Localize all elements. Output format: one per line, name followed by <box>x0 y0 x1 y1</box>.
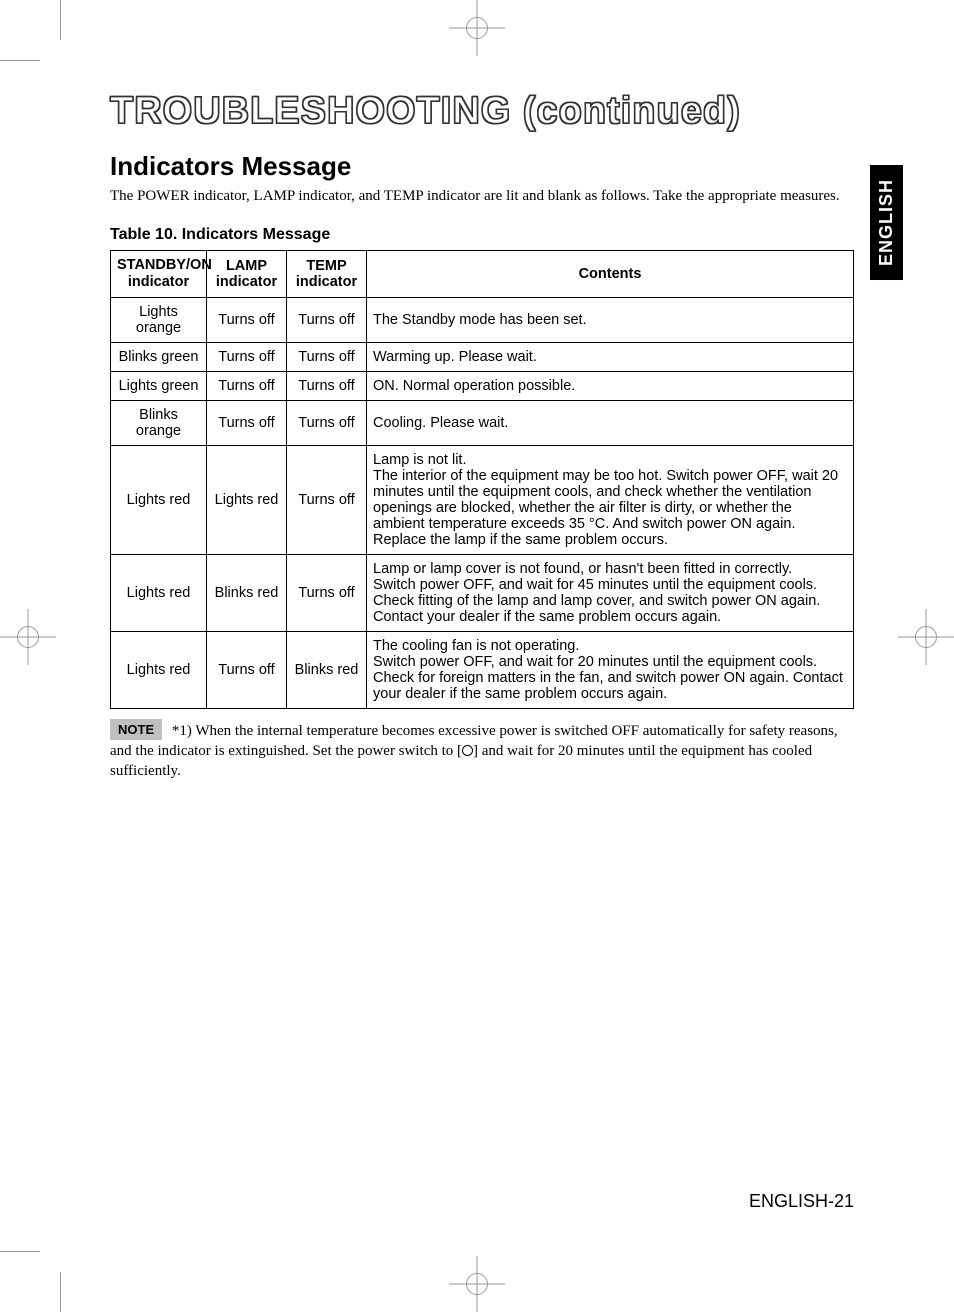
table-row: Lights redTurns offBlinks redThe cooling… <box>111 631 854 708</box>
cell-contents: Warming up. Please wait. <box>367 342 854 371</box>
cell-lamp: Turns off <box>207 371 287 400</box>
cell-standby: Lights red <box>111 445 207 554</box>
table-row: Lights orangeTurns offTurns offThe Stand… <box>111 297 854 342</box>
cell-temp: Turns off <box>287 445 367 554</box>
content-area: TROUBLESHOOTING (continued) Indicators M… <box>110 90 854 781</box>
note-badge: NOTE <box>110 719 162 741</box>
table-caption: Table 10. Indicators Message <box>110 226 854 244</box>
cell-lamp: Turns off <box>207 297 287 342</box>
cell-lamp: Turns off <box>207 631 287 708</box>
col-header-standby-l1: STANDBY/ON <box>117 257 212 273</box>
cell-contents: The cooling fan is not operating.Switch … <box>367 631 854 708</box>
cell-lamp: Turns off <box>207 400 287 445</box>
cell-standby: Lights orange <box>111 297 207 342</box>
page-title: TROUBLESHOOTING (continued) <box>110 90 854 133</box>
table-body: Lights orangeTurns offTurns offThe Stand… <box>111 297 854 708</box>
table-row: Lights redBlinks redTurns offLamp or lam… <box>111 554 854 631</box>
col-header-standby-l2: indicator <box>128 274 189 290</box>
language-tab: ENGLISH <box>870 165 903 280</box>
intro-text: The POWER indicator, LAMP indicator, and… <box>110 186 854 206</box>
col-header-contents: Contents <box>367 251 854 297</box>
cell-standby: Lights red <box>111 554 207 631</box>
table-header-row: STANDBY/ON indicator LAMP indicator TEMP… <box>111 251 854 297</box>
cell-contents: Lamp or lamp cover is not found, or hasn… <box>367 554 854 631</box>
cell-standby: Blinks orange <box>111 400 207 445</box>
table-row: Lights greenTurns offTurns offON. Normal… <box>111 371 854 400</box>
section-title: Indicators Message <box>110 151 854 182</box>
table-row: Lights redLights redTurns offLamp is not… <box>111 445 854 554</box>
cell-temp: Turns off <box>287 297 367 342</box>
cell-lamp: Blinks red <box>207 554 287 631</box>
registration-mark-top <box>457 8 497 48</box>
cell-standby: Lights green <box>111 371 207 400</box>
crop-mark <box>0 60 40 61</box>
col-header-temp-l2: indicator <box>296 274 357 290</box>
crop-mark <box>60 1272 61 1312</box>
cell-contents: Lamp is not lit.The interior of the equi… <box>367 445 854 554</box>
cell-temp: Turns off <box>287 371 367 400</box>
col-header-lamp-l1: LAMP <box>226 258 267 274</box>
cell-lamp: Lights red <box>207 445 287 554</box>
cell-temp: Turns off <box>287 342 367 371</box>
cell-temp: Turns off <box>287 554 367 631</box>
page-footer: ENGLISH-21 <box>749 1191 854 1212</box>
cell-contents: The Standby mode has been set. <box>367 297 854 342</box>
col-header-lamp-l2: indicator <box>216 274 277 290</box>
registration-mark-bottom <box>457 1264 497 1304</box>
cell-contents: ON. Normal operation possible. <box>367 371 854 400</box>
page: ENGLISH TROUBLESHOOTING (continued) Indi… <box>60 60 894 1252</box>
registration-mark-left <box>8 617 48 657</box>
col-header-temp-l1: TEMP <box>306 258 346 274</box>
cell-contents: Cooling. Please wait. <box>367 400 854 445</box>
power-off-symbol-icon <box>462 745 473 756</box>
registration-mark-right <box>906 617 946 657</box>
cell-temp: Blinks red <box>287 631 367 708</box>
table-row: Blinks orangeTurns offTurns offCooling. … <box>111 400 854 445</box>
cell-lamp: Turns off <box>207 342 287 371</box>
cell-standby: Blinks green <box>111 342 207 371</box>
col-header-lamp: LAMP indicator <box>207 251 287 297</box>
note: NOTE *1) When the internal temperature b… <box>110 719 854 782</box>
col-header-temp: TEMP indicator <box>287 251 367 297</box>
crop-mark <box>60 0 61 40</box>
cell-temp: Turns off <box>287 400 367 445</box>
col-header-standby: STANDBY/ON indicator <box>111 251 207 297</box>
crop-mark <box>0 1251 40 1252</box>
table-row: Blinks greenTurns offTurns offWarming up… <box>111 342 854 371</box>
indicators-table: STANDBY/ON indicator LAMP indicator TEMP… <box>110 250 854 708</box>
cell-standby: Lights red <box>111 631 207 708</box>
